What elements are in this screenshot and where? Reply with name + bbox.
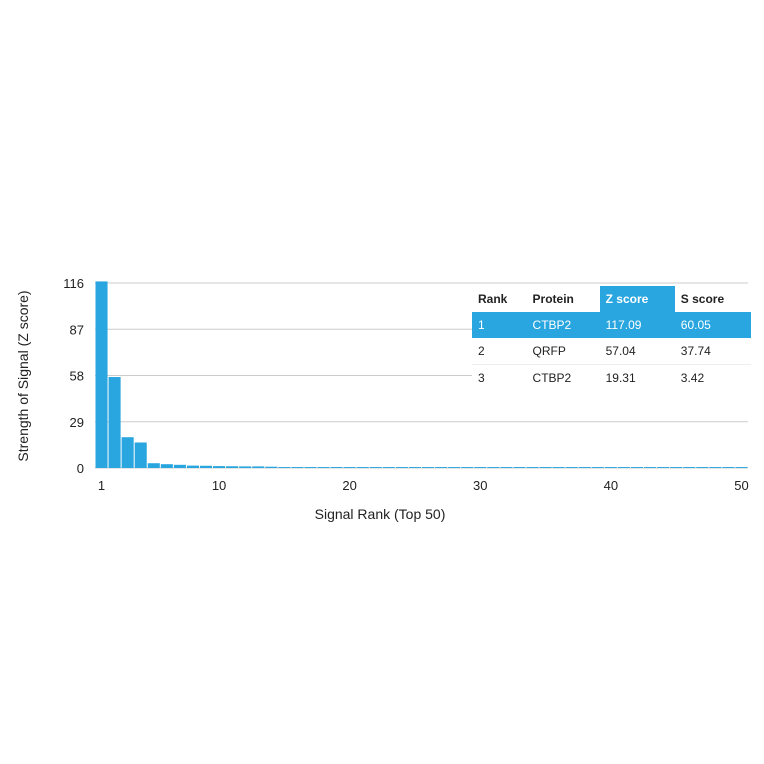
cell: 37.74 xyxy=(674,338,751,365)
bar xyxy=(539,467,552,468)
bar xyxy=(108,377,121,468)
bar xyxy=(474,467,487,468)
bar xyxy=(265,466,278,468)
bar xyxy=(670,467,683,468)
bar xyxy=(356,467,369,468)
bar xyxy=(278,467,291,468)
bar xyxy=(487,467,500,468)
bar xyxy=(604,467,617,468)
y-tick-label: 29 xyxy=(70,415,84,430)
bar xyxy=(304,467,317,468)
bar xyxy=(435,467,448,468)
bar xyxy=(186,465,199,468)
bar xyxy=(134,442,147,468)
score-table: Rank Protein Z score S score 1 CTBP2 117.0… xyxy=(472,286,751,391)
cell: 60.05 xyxy=(674,312,751,338)
x-tick-label: 20 xyxy=(342,478,356,493)
header-protein: Protein xyxy=(532,292,574,306)
bar xyxy=(630,467,644,468)
x-tick-label: 30 xyxy=(473,478,487,493)
bar xyxy=(735,467,748,468)
header-z-score: Z score xyxy=(599,286,675,312)
table-row: 2 QRFP 57.04 37.74 xyxy=(472,338,751,365)
cell: 19.31 xyxy=(605,371,636,385)
x-tick-label: 1 xyxy=(98,478,105,493)
bar xyxy=(330,467,343,468)
bar xyxy=(422,467,435,468)
bar xyxy=(448,467,461,468)
bar xyxy=(173,464,186,468)
y-tick-label: 0 xyxy=(77,461,84,476)
cell: 1 xyxy=(472,312,527,338)
bar xyxy=(565,467,578,468)
bar xyxy=(199,465,213,468)
bar xyxy=(239,466,252,468)
bar xyxy=(121,437,134,468)
cell: CTBP2 xyxy=(526,312,600,338)
bar xyxy=(213,466,226,468)
bar xyxy=(683,467,696,468)
bar xyxy=(291,467,304,468)
x-tick-label: 10 xyxy=(212,478,226,493)
y-tick-label: 116 xyxy=(63,276,84,291)
cell: 57.04 xyxy=(599,338,675,365)
bar xyxy=(500,467,513,468)
cell: QRFP xyxy=(526,338,600,365)
bar xyxy=(617,467,630,468)
x-tick-label: 50 xyxy=(734,478,748,493)
bar xyxy=(591,467,604,468)
bar xyxy=(709,467,722,468)
bar xyxy=(395,467,408,468)
bar xyxy=(526,467,539,468)
y-axis-label: Strength of Signal (Z score) xyxy=(15,290,31,461)
table-row: 1 CTBP2 117.09 60.05 xyxy=(472,312,751,338)
bar xyxy=(657,467,670,468)
cell: CTBP2 xyxy=(532,371,572,385)
x-axis-label: Signal Rank (Top 50) xyxy=(315,506,446,522)
bar xyxy=(147,463,160,468)
bar xyxy=(696,467,709,468)
bar xyxy=(369,467,382,468)
cell: 117.09 xyxy=(599,312,675,338)
cell: 2 xyxy=(472,338,527,365)
bar xyxy=(644,467,657,468)
bar xyxy=(160,464,173,468)
table-row: 3 CTBP2 19.31 3.42 xyxy=(472,365,751,392)
bar xyxy=(317,467,330,468)
x-tick-label: 40 xyxy=(604,478,618,493)
bar xyxy=(252,466,265,468)
bar xyxy=(578,467,591,468)
bar xyxy=(552,467,565,468)
bar xyxy=(382,467,395,468)
cell: 3.42 xyxy=(680,371,705,385)
bar xyxy=(513,467,526,468)
header-s-score: S score xyxy=(680,292,725,306)
table-header-row: Rank Protein Z score S score xyxy=(472,286,751,312)
bar xyxy=(461,467,474,468)
header-rank: Rank xyxy=(478,292,508,306)
cell: 3 xyxy=(478,371,485,385)
bar xyxy=(343,467,356,468)
y-tick-label: 58 xyxy=(70,369,84,384)
bar xyxy=(95,281,108,468)
y-tick-label: 87 xyxy=(70,322,84,337)
bar xyxy=(226,466,239,468)
bar xyxy=(408,467,421,468)
bar xyxy=(722,467,735,468)
